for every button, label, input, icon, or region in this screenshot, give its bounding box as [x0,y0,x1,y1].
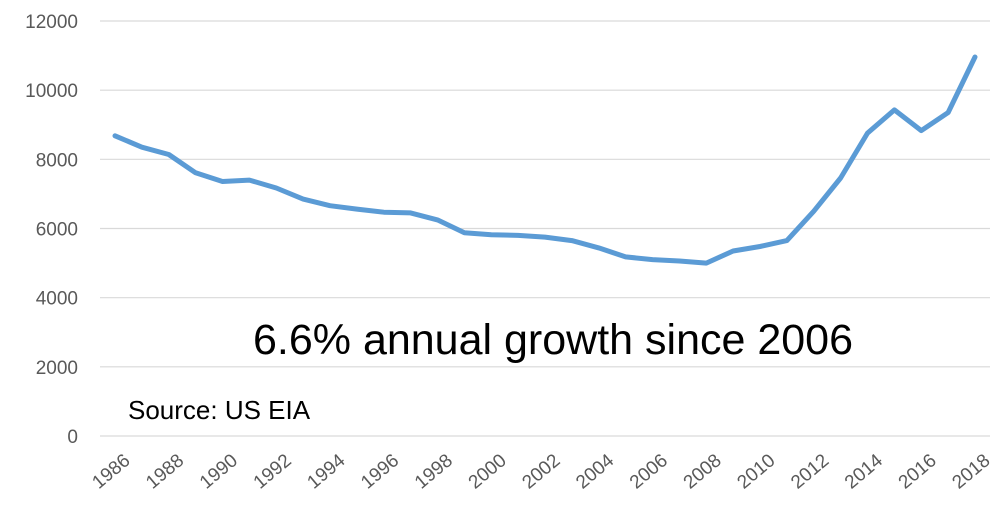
x-tick-label: 2016 [895,450,941,493]
x-tick-label: 1994 [304,450,350,494]
x-tick-label: 1986 [89,450,135,493]
y-tick-label: 4000 [36,289,78,310]
x-tick-label: 1998 [411,450,457,493]
x-tick-label: 2012 [787,450,833,493]
x-tick-label: 2000 [465,450,511,493]
x-tick-label: 2008 [680,450,726,493]
growth-annotation: 6.6% annual growth since 2006 [253,316,853,364]
y-tick-label: 12000 [25,12,78,33]
x-tick-label: 1988 [142,450,188,493]
series-line [112,54,978,266]
source-annotation: Source: US EIA [128,395,311,425]
x-axis: 1986 1988 1990 1992 1994 1996 1998 2000 2002 2004… [89,450,995,494]
y-tick-label: 2000 [36,358,78,379]
y-tick-label: 6000 [36,220,78,241]
x-tick-label: 1990 [196,450,242,493]
x-tick-label: 2006 [626,450,672,493]
x-tick-label: 1992 [250,450,296,493]
gridlines [100,20,990,437]
x-tick-label: 1996 [357,450,403,493]
x-tick-label: 2014 [841,450,887,494]
x-tick-label: 2018 [949,450,995,493]
x-tick-label: 2002 [519,450,565,493]
series-points [113,54,978,265]
y-axis: 0 2000 4000 6000 8000 10000 12000 [25,12,78,448]
y-tick-label: 8000 [36,150,78,171]
x-tick-label: 2010 [734,450,780,493]
y-tick-label: 0 [67,427,78,448]
x-tick-label: 2004 [572,450,618,494]
y-tick-label: 10000 [25,81,78,102]
